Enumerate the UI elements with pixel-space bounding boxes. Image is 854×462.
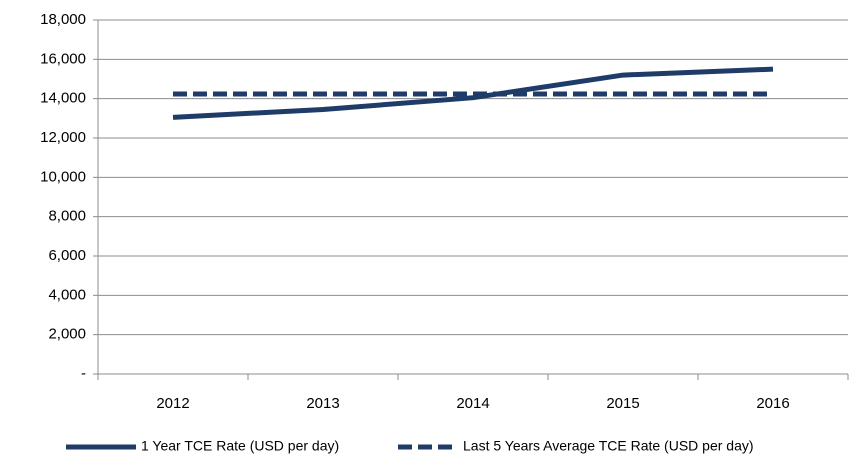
y-tick-label: 16,000 bbox=[40, 50, 86, 67]
legend-label: 1 Year TCE Rate (USD per day) bbox=[141, 438, 339, 454]
y-tick-label: 18,000 bbox=[40, 11, 86, 28]
x-tick-label: 2015 bbox=[606, 395, 639, 412]
legend-label: Last 5 Years Average TCE Rate (USD per d… bbox=[463, 438, 754, 454]
y-tick-label: 6,000 bbox=[48, 247, 86, 264]
y-tick-label: 2,000 bbox=[48, 326, 86, 343]
y-tick-label: 4,000 bbox=[48, 286, 86, 303]
x-tick-label: 2013 bbox=[306, 395, 339, 412]
y-tick-label: 8,000 bbox=[48, 208, 86, 225]
series-line bbox=[172, 66, 774, 120]
y-tick-label: 14,000 bbox=[40, 90, 86, 107]
y-tick-label: 12,000 bbox=[40, 129, 86, 146]
y-tick-label: 10,000 bbox=[40, 168, 86, 185]
y-tick-label: - bbox=[81, 365, 86, 382]
x-tick-label: 2014 bbox=[456, 395, 489, 412]
x-tick-label: 2012 bbox=[156, 395, 189, 412]
x-tick-label: 2016 bbox=[756, 395, 789, 412]
